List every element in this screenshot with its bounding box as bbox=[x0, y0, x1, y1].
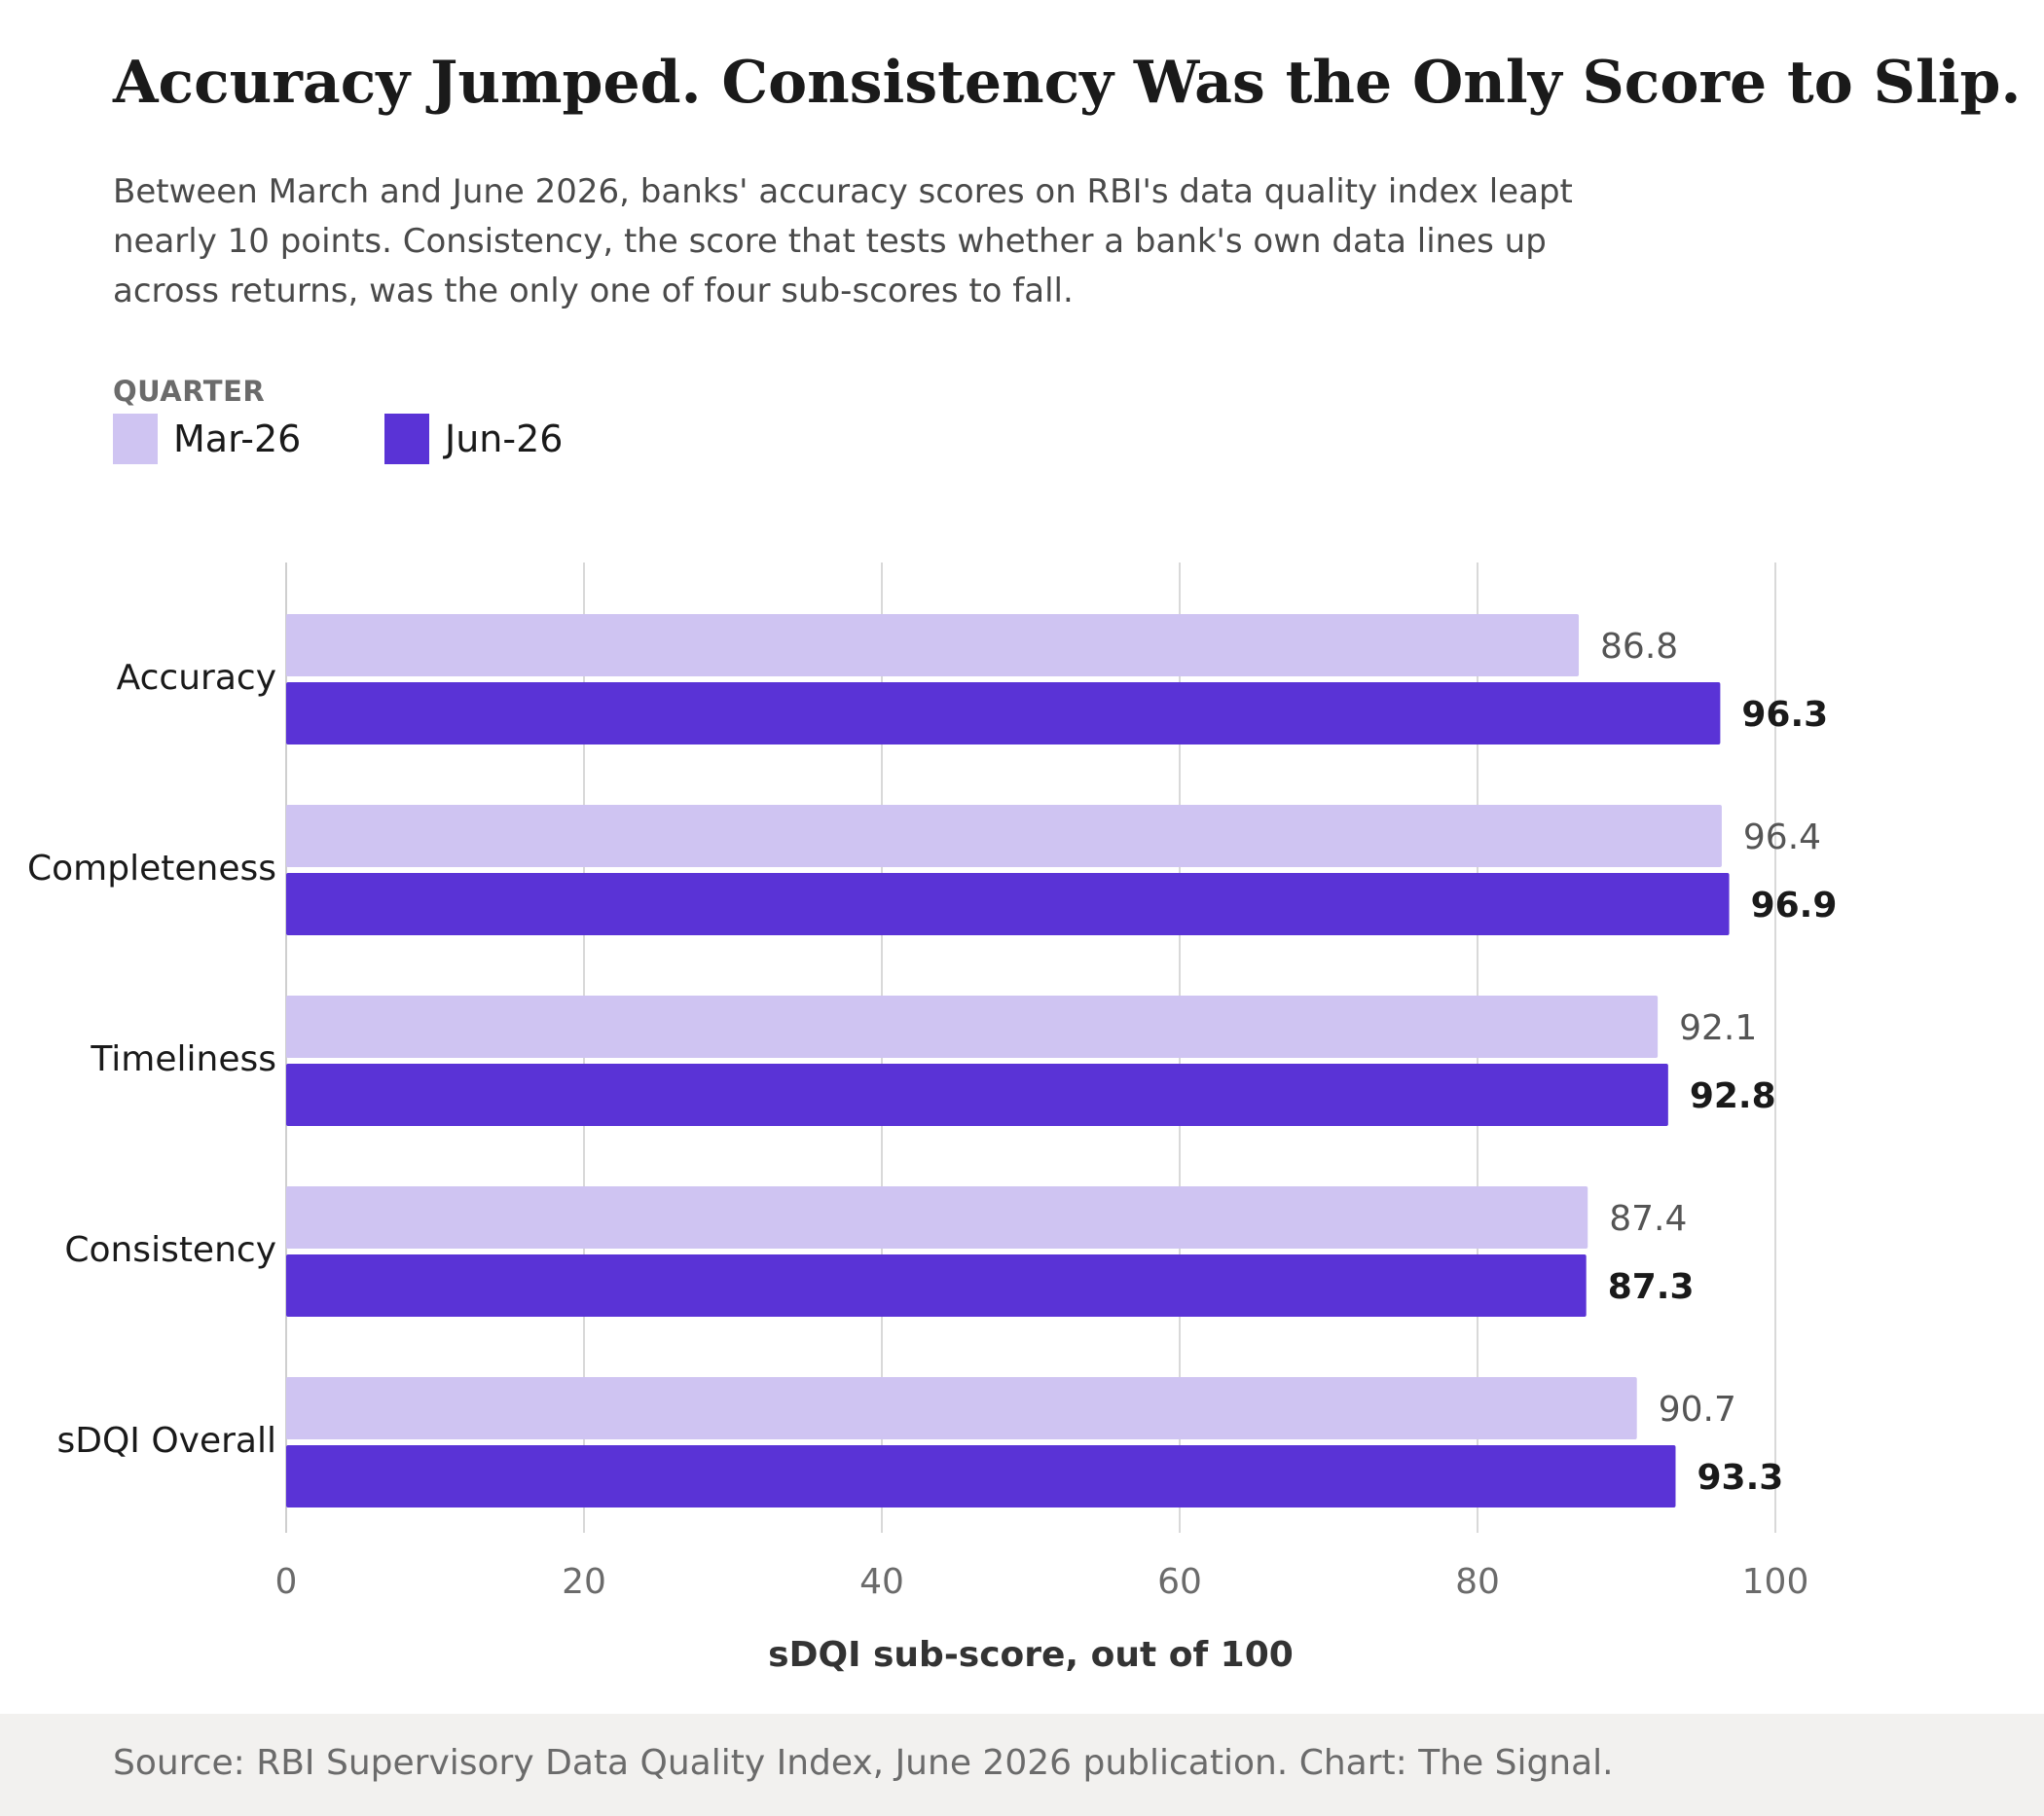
bar-completeness-jun-26 bbox=[286, 873, 1730, 935]
bar-accuracy-mar-26 bbox=[286, 614, 1580, 676]
bar-sdqi-overall-jun-26 bbox=[286, 1445, 1676, 1507]
footer: Source: RBI Supervisory Data Quality Ind… bbox=[0, 1714, 2044, 1816]
category-label-sdqi-overall: sDQI Overall bbox=[56, 1421, 276, 1461]
x-tick-label-20: 20 bbox=[562, 1562, 606, 1602]
bar-sdqi-overall-mar-26 bbox=[286, 1377, 1637, 1439]
legend-label-jun-26: Jun-26 bbox=[445, 418, 564, 460]
legend-title: QUARTER bbox=[113, 375, 266, 408]
value-label-completeness-jun-26: 96.9 bbox=[1751, 886, 1838, 926]
bar-accuracy-jun-26 bbox=[286, 682, 1721, 745]
bar-timeliness-jun-26 bbox=[286, 1064, 1668, 1126]
chart-title: Accuracy Jumped. Consistency Was the Onl… bbox=[113, 49, 2022, 117]
bar-chart: 86.8 96.3 Accuracy 96.4 96.9 Completeness 92.1… bbox=[27, 563, 1838, 1602]
source-note: Source: RBI Supervisory Data Quality Ind… bbox=[113, 1743, 1614, 1783]
value-label-sdqi-overall-mar-26: 90.7 bbox=[1659, 1390, 1736, 1430]
value-label-consistency-mar-26: 87.4 bbox=[1609, 1199, 1687, 1239]
category-label-completeness: Completeness bbox=[27, 849, 276, 889]
legend-item-jun-26: Jun-26 bbox=[384, 414, 563, 464]
value-label-accuracy-jun-26: 96.3 bbox=[1741, 695, 1828, 735]
x-tick-label-60: 60 bbox=[1157, 1562, 1202, 1602]
value-label-completeness-mar-26: 96.4 bbox=[1743, 817, 1821, 857]
category-label-consistency: Consistency bbox=[64, 1230, 276, 1270]
value-label-consistency-jun-26: 87.3 bbox=[1608, 1267, 1695, 1307]
legend-label-mar-26: Mar-26 bbox=[173, 418, 302, 460]
legend-swatch-mar-26 bbox=[113, 414, 158, 464]
category-label-timeliness: Timeliness bbox=[90, 1039, 276, 1079]
bar-timeliness-mar-26 bbox=[286, 996, 1659, 1058]
legend-swatch-jun-26 bbox=[384, 414, 429, 464]
category-label-accuracy: Accuracy bbox=[117, 658, 276, 698]
value-label-sdqi-overall-jun-26: 93.3 bbox=[1697, 1458, 1783, 1498]
bar-completeness-mar-26 bbox=[286, 805, 1722, 867]
x-tick-label-80: 80 bbox=[1455, 1562, 1500, 1602]
x-tick-label-100: 100 bbox=[1742, 1562, 1809, 1602]
bar-consistency-mar-26 bbox=[286, 1186, 1588, 1249]
chart-subtitle: Between March and June 2026, banks' accu… bbox=[113, 172, 1573, 310]
x-tick-label-40: 40 bbox=[859, 1562, 904, 1602]
bar-consistency-jun-26 bbox=[286, 1254, 1587, 1317]
x-axis-title: sDQI sub-score, out of 100 bbox=[768, 1635, 1294, 1675]
value-label-accuracy-mar-26: 86.8 bbox=[1600, 627, 1678, 667]
x-tick-label-0: 0 bbox=[275, 1562, 298, 1602]
value-label-timeliness-mar-26: 92.1 bbox=[1679, 1008, 1757, 1048]
value-label-timeliness-jun-26: 92.8 bbox=[1690, 1076, 1776, 1116]
legend-item-mar-26: Mar-26 bbox=[113, 414, 301, 464]
